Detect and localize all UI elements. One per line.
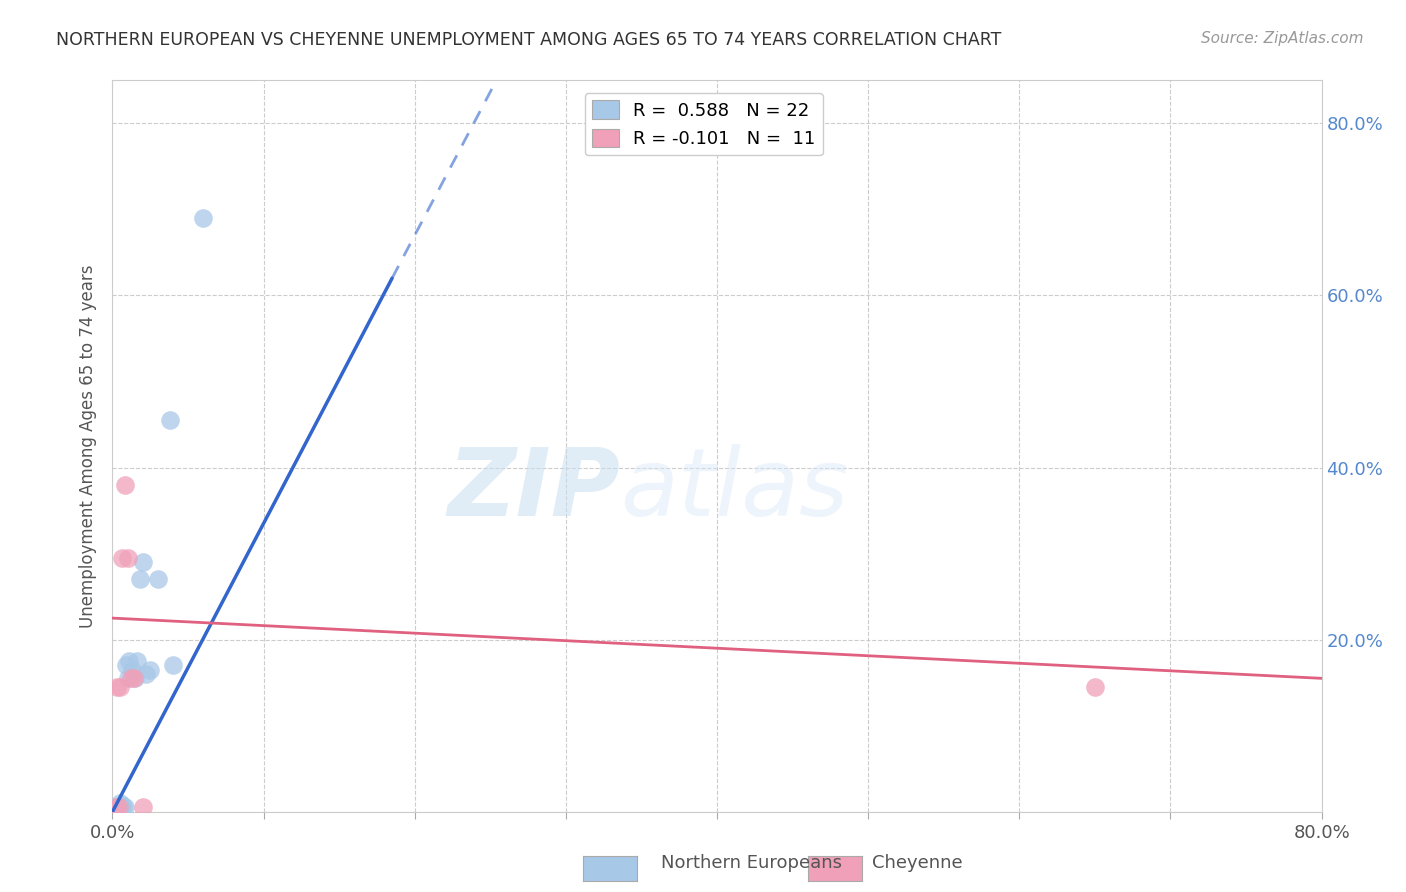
Point xyxy=(159,413,181,427)
Point xyxy=(114,477,136,491)
Text: Cheyenne: Cheyenne xyxy=(872,855,962,872)
Point xyxy=(146,573,169,587)
Point xyxy=(104,800,127,814)
Point xyxy=(1084,680,1107,694)
Point xyxy=(110,550,132,565)
Point xyxy=(139,663,162,677)
Point xyxy=(122,671,145,685)
Point xyxy=(124,671,146,685)
Point xyxy=(105,800,128,814)
Point xyxy=(108,800,131,814)
Point xyxy=(125,654,148,668)
Point xyxy=(121,663,143,677)
Y-axis label: Unemployment Among Ages 65 to 74 years: Unemployment Among Ages 65 to 74 years xyxy=(79,264,97,628)
Point xyxy=(117,671,139,685)
Point xyxy=(104,800,127,814)
Point xyxy=(112,800,135,814)
Point xyxy=(108,680,131,694)
Legend: R =  0.588   N = 22, R = -0.101   N =  11: R = 0.588 N = 22, R = -0.101 N = 11 xyxy=(585,93,823,155)
Point xyxy=(118,654,141,668)
Point xyxy=(115,658,138,673)
Point xyxy=(105,680,128,694)
Point xyxy=(117,550,139,565)
Point xyxy=(162,658,184,673)
Point xyxy=(114,800,136,814)
Text: ZIP: ZIP xyxy=(447,444,620,536)
Text: NORTHERN EUROPEAN VS CHEYENNE UNEMPLOYMENT AMONG AGES 65 TO 74 YEARS CORRELATION: NORTHERN EUROPEAN VS CHEYENNE UNEMPLOYME… xyxy=(56,31,1001,49)
Point xyxy=(107,800,129,814)
Point xyxy=(135,667,157,681)
Point xyxy=(107,800,129,814)
Text: Northern Europeans: Northern Europeans xyxy=(661,855,842,872)
Point xyxy=(191,211,214,225)
Text: Source: ZipAtlas.com: Source: ZipAtlas.com xyxy=(1201,31,1364,46)
Point xyxy=(132,555,155,569)
Point xyxy=(108,796,131,810)
Point xyxy=(128,573,150,587)
Point xyxy=(120,671,142,685)
Text: atlas: atlas xyxy=(620,444,849,535)
Point xyxy=(132,800,155,814)
Point xyxy=(110,797,132,812)
